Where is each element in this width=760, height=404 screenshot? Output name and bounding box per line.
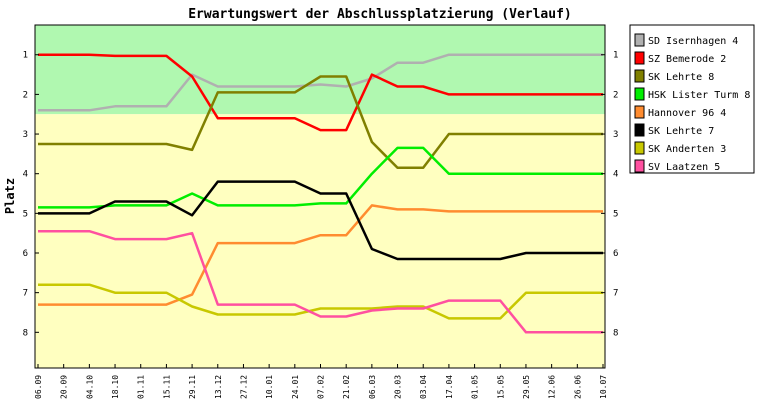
legend-swatch-3: [634, 69, 645, 83]
x-tick-label: 20.09: [60, 375, 69, 399]
y-tick-label-left: 8: [23, 328, 28, 338]
x-tick-label: 27.12: [239, 375, 248, 399]
x-ticks: 06.09 20.09 04.10 18.10 01.11 15.11 29.11 13.12…: [34, 364, 608, 399]
series-line-8: [38, 229, 603, 334]
y-tick-label-right: 2: [613, 90, 618, 100]
band-2: [35, 114, 605, 368]
y-tick-label-left: 3: [23, 130, 28, 140]
x-tick-label: 21.02: [342, 375, 351, 399]
chart-title: Erwartungswert der Abschlussplatzierung …: [188, 7, 572, 22]
x-tick-label: 26.06: [573, 375, 582, 399]
x-tick-label: 06.09: [34, 375, 43, 399]
legend-swatch-2: [634, 51, 645, 65]
series-line-4: [38, 146, 603, 209]
legend-swatch-6: [634, 123, 645, 137]
legend-frame: [629, 24, 755, 174]
y-tick-label-right: 1: [613, 51, 618, 61]
legend-label-3: SK Lehrte 8: [648, 72, 714, 83]
x-tick-label: 24.01: [291, 375, 300, 399]
x-tick-label: 10.07: [599, 375, 608, 399]
x-tick-label: 12.06: [548, 375, 557, 399]
x-tick-label: 18.10: [111, 375, 120, 399]
legend-swatch-8: [634, 159, 645, 173]
legend-label-2: SZ Bemerode 2: [648, 54, 726, 65]
y-ticks-right: 1 2 3 4 5 6 7 8: [601, 51, 618, 338]
series-line-5: [38, 204, 603, 306]
x-tick-label: 29.11: [188, 375, 197, 399]
legend-label-1: SD Isernhagen 4: [648, 36, 738, 47]
y-axis-label: Platz: [3, 178, 17, 214]
y-tick-label-right: 6: [613, 249, 618, 259]
y-tick-label-right: 8: [613, 328, 618, 338]
background-bands: [35, 25, 605, 368]
y-ticks-left: 1 2 3 4 5 6 7 8: [23, 51, 39, 338]
x-tick-label: 20.03: [394, 375, 403, 399]
series-line-6: [38, 180, 603, 261]
band-1: [35, 25, 605, 115]
y-tick-label-left: 6: [23, 249, 28, 259]
legend: SD Isernhagen 4 SZ Bemerode 2 SK Lehrte 8 H…: [629, 24, 755, 174]
series-line-1: [38, 53, 603, 112]
legend-swatch-7: [634, 141, 645, 155]
x-tick-label: 01.05: [471, 375, 480, 399]
legend-swatch-1: [634, 33, 645, 47]
legend-label-6: SK Lehrte 7: [648, 126, 714, 137]
series-line-2: [38, 53, 603, 132]
legend-label-7: SK Anderten 3: [648, 144, 726, 155]
x-tick-label: 13.12: [214, 375, 223, 399]
y-tick-label-left: 5: [23, 209, 28, 219]
x-tick-label: 29.05: [522, 375, 531, 399]
y-tick-label-left: 2: [23, 90, 28, 100]
legend-label-8: SV Laatzen 5: [648, 162, 720, 173]
x-tick-label: 10.01: [265, 375, 274, 399]
y-tick-label-right: 5: [613, 209, 618, 219]
legend-label-5: Hannover 96 4: [648, 108, 726, 119]
x-tick-label: 15.05: [496, 375, 505, 399]
legend-swatch-5: [634, 105, 645, 119]
x-tick-label: 03.04: [419, 375, 428, 399]
x-tick-label: 04.10: [85, 375, 94, 399]
legend-label-4: HSK Lister Turm 8: [648, 90, 750, 101]
y-tick-label-left: 1: [23, 51, 28, 61]
x-tick-label: 06.03: [368, 375, 377, 399]
x-tick-label: 15.11: [162, 375, 171, 399]
x-tick-label: 01.11: [137, 375, 146, 399]
y-tick-label-right: 3: [613, 130, 618, 140]
y-tick-label-right: 4: [613, 170, 618, 180]
series-layer: [38, 53, 603, 334]
x-tick-label: 07.02: [317, 375, 326, 399]
y-tick-label-left: 7: [23, 289, 28, 299]
legend-swatch-4: [634, 87, 645, 101]
x-tick-label: 17.04: [445, 375, 454, 399]
y-tick-label-left: 4: [23, 170, 28, 180]
y-tick-label-right: 7: [613, 289, 618, 299]
series-line-3: [38, 75, 603, 170]
